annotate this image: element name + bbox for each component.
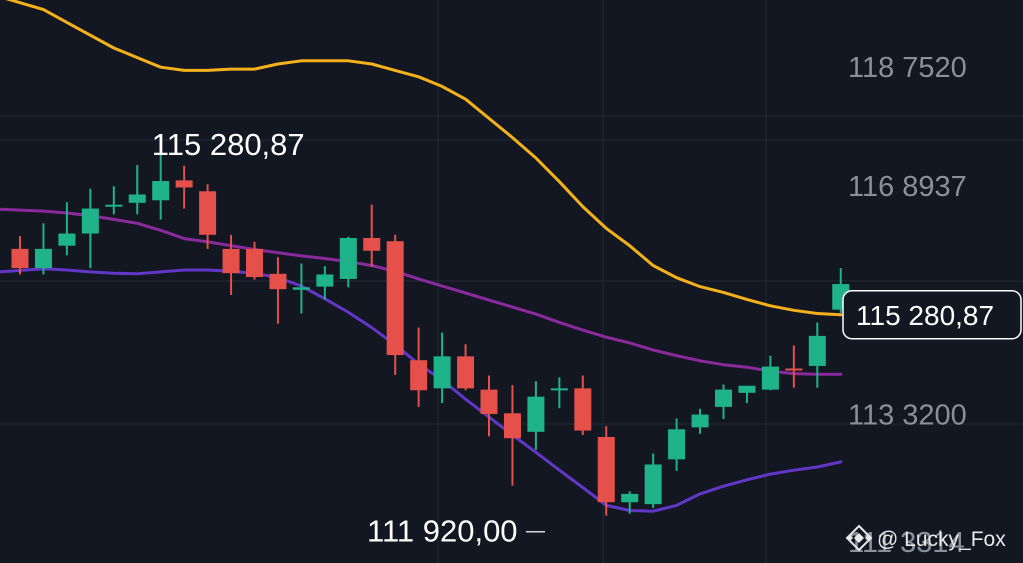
candle-27 <box>644 453 662 508</box>
middle-band-line <box>0 207 843 376</box>
candle-2 <box>58 202 76 256</box>
bollinger-bands <box>0 0 843 513</box>
watermark: @ Lucky_Fox <box>845 524 1006 552</box>
last-price-label: 115 280,87 <box>856 300 994 331</box>
candle-body <box>644 464 662 505</box>
last-price-tag[interactable]: 115 280,87 <box>842 290 1022 340</box>
low-price-annotation: 111 920,00 <box>367 514 518 549</box>
candle-body <box>58 233 76 246</box>
candle-19 <box>457 344 475 391</box>
candle-body <box>785 368 803 371</box>
candle-0 <box>11 236 29 275</box>
candle-7 <box>175 165 193 209</box>
candle-6 <box>152 153 170 220</box>
candle-16 <box>386 234 404 375</box>
candle-body <box>81 208 99 234</box>
candle-26 <box>621 491 639 514</box>
candle-29 <box>691 408 709 434</box>
candle-5 <box>128 165 146 215</box>
candle-body <box>199 191 217 235</box>
candle-body <box>410 360 428 391</box>
candle-4 <box>105 186 123 215</box>
candle-body <box>292 287 310 290</box>
candle-15 <box>363 204 381 267</box>
candle-body <box>269 273 287 290</box>
price-tick-label-2: 113 3200 <box>848 400 967 432</box>
candle-body <box>105 204 123 207</box>
candle-9 <box>222 234 240 295</box>
candle-body <box>715 389 732 407</box>
candle-body <box>503 413 521 439</box>
price-tick-label-0: 118 7520 <box>848 52 967 84</box>
candle-body <box>761 366 779 390</box>
candle-28 <box>668 418 686 471</box>
candle-12 <box>292 263 310 314</box>
candle-body <box>621 493 639 503</box>
candle-21 <box>503 385 521 486</box>
candle-body <box>691 414 709 428</box>
candle-18 <box>433 332 451 404</box>
watermark-text: @ Lucky_Fox <box>877 528 1006 551</box>
candle-31 <box>738 385 756 404</box>
high-price-annotation: 115 280,87 <box>152 127 305 162</box>
candle-body <box>386 241 404 356</box>
candle-body <box>222 248 240 274</box>
lower-band-line <box>0 267 843 513</box>
candle-25 <box>597 426 615 516</box>
candle-14 <box>339 236 357 288</box>
candle-8 <box>199 184 217 249</box>
candle-body <box>738 385 756 393</box>
candle-body <box>34 248 52 269</box>
candle-body <box>668 429 686 460</box>
candle-13 <box>316 266 334 300</box>
candle-body <box>574 388 592 431</box>
candle-body <box>316 274 334 287</box>
price-tick-label-1: 116 8937 <box>848 171 967 203</box>
candle-body <box>128 194 146 203</box>
candle-22 <box>527 381 545 450</box>
candle-body <box>246 248 263 278</box>
annotations: 115 280,87 111 920,00 <box>152 127 545 549</box>
candle-body <box>175 180 193 188</box>
candle-23 <box>550 377 568 409</box>
candle-24 <box>574 375 592 436</box>
candle-30 <box>715 384 732 420</box>
diamond-logo-icon <box>845 524 873 552</box>
candle-11 <box>269 257 287 324</box>
candle-body <box>363 237 381 251</box>
candle-10 <box>246 241 263 280</box>
candle-body <box>339 237 357 279</box>
candle-17 <box>410 327 428 407</box>
candle-body <box>808 335 826 366</box>
candle-body <box>480 389 498 414</box>
candle-body <box>152 181 170 201</box>
last-price-box <box>842 290 1022 340</box>
candle-1 <box>34 223 52 275</box>
candle-33 <box>785 345 803 388</box>
candle-body <box>597 436 615 503</box>
candle-body <box>527 396 545 432</box>
candle-20 <box>480 375 498 437</box>
candle-34 <box>808 322 826 388</box>
candle-body <box>550 388 568 391</box>
candles <box>11 153 850 516</box>
candle-body <box>433 356 451 389</box>
candle-3 <box>81 188 99 269</box>
upper-band-line <box>5 0 843 317</box>
candle-body <box>11 248 29 269</box>
candle-body <box>457 356 475 389</box>
candle-32 <box>761 355 779 391</box>
